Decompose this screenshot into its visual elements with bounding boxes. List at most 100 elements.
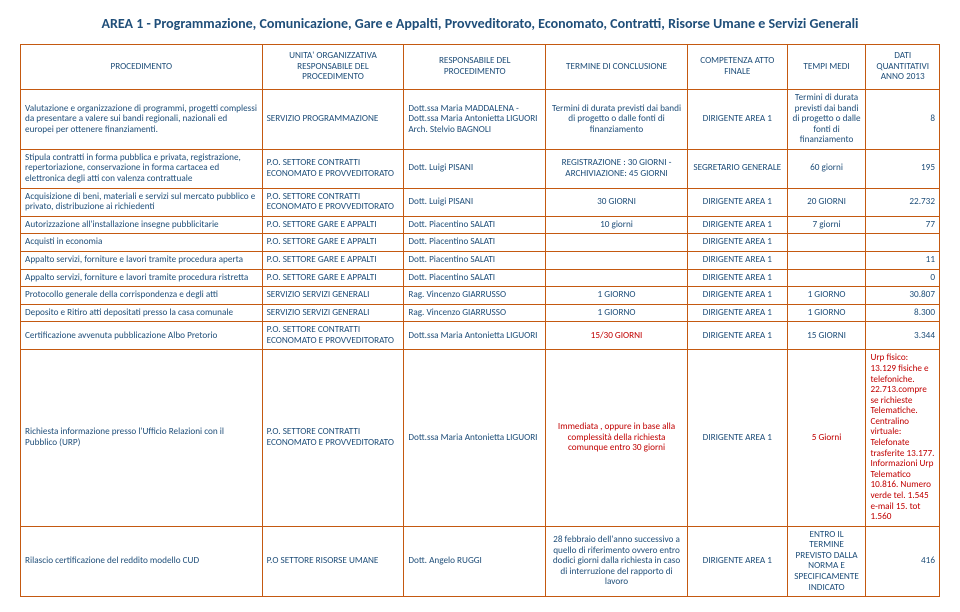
cell-tempi: Termini di durata previsti dai bandi di … [787,90,866,150]
cell-termine [546,234,688,252]
cell-procedimento: Protocollo generale della corrispondenza… [21,287,263,305]
cell-responsabile: Dott. Luigi PISANI [404,188,546,216]
cell-procedimento: Acquisti in economia [21,234,263,252]
cell-unita: SERVIZIO PROGRAMMAZIONE [262,90,404,150]
table-row: Stipula contratti in forma pubblica e pr… [21,149,940,188]
cell-dati: 77 [866,216,940,234]
cell-competenza: DIRIGENTE AREA 1 [687,90,787,150]
cell-tempi: 1 GIORNO [787,304,866,322]
cell-tempi: 15 GIORNI [787,322,866,350]
cell-unita: P.O. SETTORE CONTRATTI ECONOMATO E PROVV… [262,350,404,526]
table-row: Autorizzazione all'installazione insegne… [21,216,940,234]
cell-termine: Termini di durata previsti dai bandi di … [546,90,688,150]
cell-competenza: DIRIGENTE AREA 1 [687,251,787,269]
cell-competenza: SEGRETARIO GENERALE [687,149,787,188]
cell-tempi [787,251,866,269]
cell-competenza: DIRIGENTE AREA 1 [687,269,787,287]
cell-unita: P.O. SETTORE GARE E APPALTI [262,269,404,287]
cell-responsabile: Dott. Piacentino SALATI [404,251,546,269]
cell-responsabile: Dott. Luigi PISANI [404,149,546,188]
cell-responsabile: Dott.ssa Maria Antonietta LIGUORI [404,350,546,526]
cell-competenza: DIRIGENTE AREA 1 [687,188,787,216]
table-row: Valutazione e organizzazione di programm… [21,90,940,150]
cell-dati: 8 [866,90,940,150]
col-dati: DATI QUANTITATIVI ANNO 2013 [866,45,940,90]
table-row: Acquisti in economiaP.O. SETTORE GARE E … [21,234,940,252]
table-row: Appalto servizi, forniture e lavori tram… [21,251,940,269]
cell-dati: Urp fisico: 13.129 fisiche e telefoniche… [866,350,940,526]
col-competenza: COMPETENZA ATTO FINALE [687,45,787,90]
cell-termine: 1 GIORNO [546,287,688,305]
col-responsabile: RESPONSABILE DEL PROCEDIMENTO [404,45,546,90]
page-title: AREA 1 - Programmazione, Comunicazione, … [20,15,940,32]
cell-dati: 195 [866,149,940,188]
table-row: Rilascio certificazione del reddito mode… [21,526,940,596]
cell-unita: P.O. SETTORE GARE E APPALTI [262,216,404,234]
cell-termine [546,251,688,269]
table-row: Protocollo generale della corrispondenza… [21,287,940,305]
cell-unita: P.O. SETTORE GARE E APPALTI [262,234,404,252]
cell-dati: 416 [866,526,940,596]
cell-unita: SERVIZIO SERVIZI GENERALI [262,304,404,322]
cell-procedimento: Rilascio certificazione del reddito mode… [21,526,263,596]
cell-tempi [787,269,866,287]
cell-dati [866,234,940,252]
cell-competenza: DIRIGENTE AREA 1 [687,350,787,526]
cell-procedimento: Appalto servizi, forniture e lavori tram… [21,269,263,287]
cell-competenza: DIRIGENTE AREA 1 [687,216,787,234]
cell-termine: 10 giorni [546,216,688,234]
cell-procedimento: Valutazione e organizzazione di programm… [21,90,263,150]
cell-tempi: ENTRO IL TERMINE PREVISTO DALLA NORMA E … [787,526,866,596]
table-row: Deposito e Ritiro atti depositati presso… [21,304,940,322]
cell-tempi: 5 Giorni [787,350,866,526]
cell-procedimento: Deposito e Ritiro atti depositati presso… [21,304,263,322]
cell-unita: P.O SETTORE RISORSE UMANE [262,526,404,596]
cell-termine [546,269,688,287]
table-header-row: PROCEDIMENTO UNITA' ORGANIZZATIVA RESPON… [21,45,940,90]
cell-procedimento: Certificazione avvenuta pubblicazione Al… [21,322,263,350]
cell-competenza: DIRIGENTE AREA 1 [687,322,787,350]
cell-unita: P.O. SETTORE CONTRATTI ECONOMATO E PROVV… [262,149,404,188]
cell-procedimento: Stipula contratti in forma pubblica e pr… [21,149,263,188]
cell-dati: 8.300 [866,304,940,322]
col-termine: TERMINE DI CONCLUSIONE [546,45,688,90]
cell-termine: 15/30 GIORNI [546,322,688,350]
cell-procedimento: Appalto servizi, forniture e lavori tram… [21,251,263,269]
cell-competenza: DIRIGENTE AREA 1 [687,304,787,322]
cell-termine: Immediata , oppure in base alla compless… [546,350,688,526]
cell-responsabile: Dott. Angelo RUGGI [404,526,546,596]
cell-unita: P.O. SETTORE GARE E APPALTI [262,251,404,269]
cell-competenza: DIRIGENTE AREA 1 [687,526,787,596]
col-tempi: TEMPI MEDI [787,45,866,90]
cell-procedimento: Richiesta informazione presso l'Ufficio … [21,350,263,526]
table-row: Certificazione avvenuta pubblicazione Al… [21,322,940,350]
cell-termine: REGISTRAZIONE : 30 GIORNI - ARCHIVIAZION… [546,149,688,188]
cell-procedimento: Acquisizione di beni, materiali e serviz… [21,188,263,216]
cell-responsabile: Dott.ssa Maria MADDALENA - Dott.ssa Mari… [404,90,546,150]
cell-responsabile: Dott. Piacentino SALATI [404,216,546,234]
cell-responsabile: Rag. Vincenzo GIARRUSSO [404,304,546,322]
cell-unita: P.O. SETTORE CONTRATTI ECONOMATO E PROVV… [262,188,404,216]
col-procedimento: PROCEDIMENTO [21,45,263,90]
cell-dati: 11 [866,251,940,269]
cell-dati: 0 [866,269,940,287]
cell-dati: 3.344 [866,322,940,350]
table-row: Richiesta informazione presso l'Ufficio … [21,350,940,526]
table-row: Acquisizione di beni, materiali e serviz… [21,188,940,216]
cell-tempi: 20 GIORNI [787,188,866,216]
procedures-table: PROCEDIMENTO UNITA' ORGANIZZATIVA RESPON… [20,44,940,597]
cell-unita: SERVIZIO SERVIZI GENERALI [262,287,404,305]
cell-tempi [787,234,866,252]
cell-dati: 30.807 [866,287,940,305]
cell-competenza: DIRIGENTE AREA 1 [687,234,787,252]
cell-tempi: 7 giorni [787,216,866,234]
table-row: Appalto servizi, forniture e lavori tram… [21,269,940,287]
cell-unita: P.O. SETTORE CONTRATTI ECONOMATO E PROVV… [262,322,404,350]
cell-termine: 30 GIORNI [546,188,688,216]
cell-termine: 1 GIORNO [546,304,688,322]
cell-responsabile: Dott. Piacentino SALATI [404,234,546,252]
cell-tempi: 1 GIORNO [787,287,866,305]
col-unita: UNITA' ORGANIZZATIVA RESPONSABILE DEL PR… [262,45,404,90]
cell-responsabile: Dott.ssa Maria Antonietta LIGUORI [404,322,546,350]
cell-termine: 28 febbraio dell'anno successivo a quell… [546,526,688,596]
